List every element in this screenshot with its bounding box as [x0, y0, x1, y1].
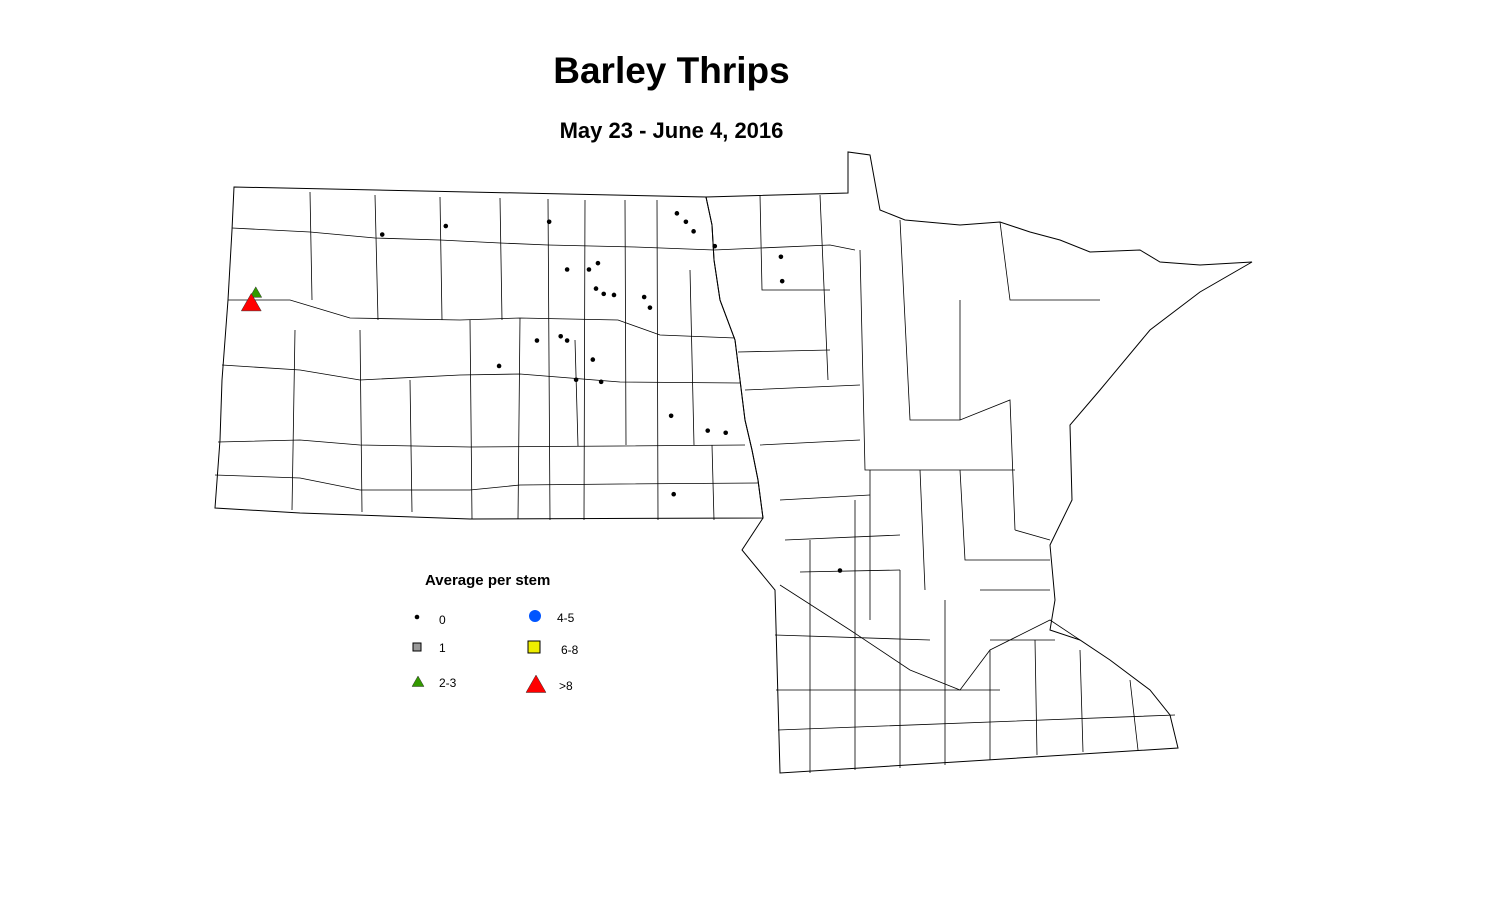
observation-point: [611, 292, 617, 298]
observation-point: [668, 413, 674, 419]
observation-point: [546, 219, 552, 225]
observation-point: [837, 568, 843, 573]
observation-point: [674, 211, 680, 216]
observation-point: [586, 267, 592, 272]
legend-symbol: [525, 674, 547, 693]
legend-symbol: [411, 675, 425, 687]
north-dakota-outline: [214, 186, 764, 520]
observation-point: [641, 294, 647, 300]
observation-point: [379, 232, 385, 237]
observation-point: [590, 357, 596, 362]
observation-point: [595, 260, 601, 266]
legend-label-2-3: 2-3: [439, 676, 457, 690]
observation-point: [601, 291, 607, 297]
legend-title: Average per stem: [425, 572, 551, 589]
legend-symbol: [412, 642, 422, 652]
observation-point: [558, 333, 564, 339]
observation-point: [723, 430, 728, 436]
legend-label-6-8: 6-8: [561, 643, 579, 657]
observation-point: [534, 338, 540, 343]
map-title: Barley Thrips: [553, 50, 790, 91]
observation-point: [598, 379, 604, 385]
county-boundaries: [214, 191, 1176, 773]
observation-point: [564, 267, 570, 272]
observation-point: [443, 223, 449, 229]
legend-symbol: [529, 610, 541, 622]
legend-label-4-5: 4-5: [557, 611, 575, 625]
legend-symbol: [527, 640, 541, 654]
observation-point: [647, 305, 653, 310]
observation-point: [564, 338, 570, 343]
observation-point: [712, 243, 718, 249]
legend-label-gt8: >8: [559, 679, 573, 693]
observation-point: [705, 428, 711, 433]
observation-point: [240, 292, 262, 312]
observation-point: [249, 286, 263, 298]
map-subtitle: May 23 - June 4, 2016: [559, 118, 784, 143]
legend-label-0: 0: [439, 613, 446, 627]
observation-point: [691, 229, 696, 234]
observation-point: [779, 278, 785, 284]
observation-point: [573, 377, 579, 383]
legend-label-1: 1: [439, 641, 446, 655]
observation-points: [240, 211, 843, 573]
observation-point: [593, 286, 599, 291]
legend-symbols: [411, 610, 547, 693]
minnesota-outline: [705, 151, 1253, 774]
legend-symbol: [414, 614, 420, 620]
observation-point: [683, 219, 689, 225]
observation-point: [778, 254, 784, 260]
observation-point: [671, 491, 676, 497]
observation-point: [496, 363, 502, 369]
